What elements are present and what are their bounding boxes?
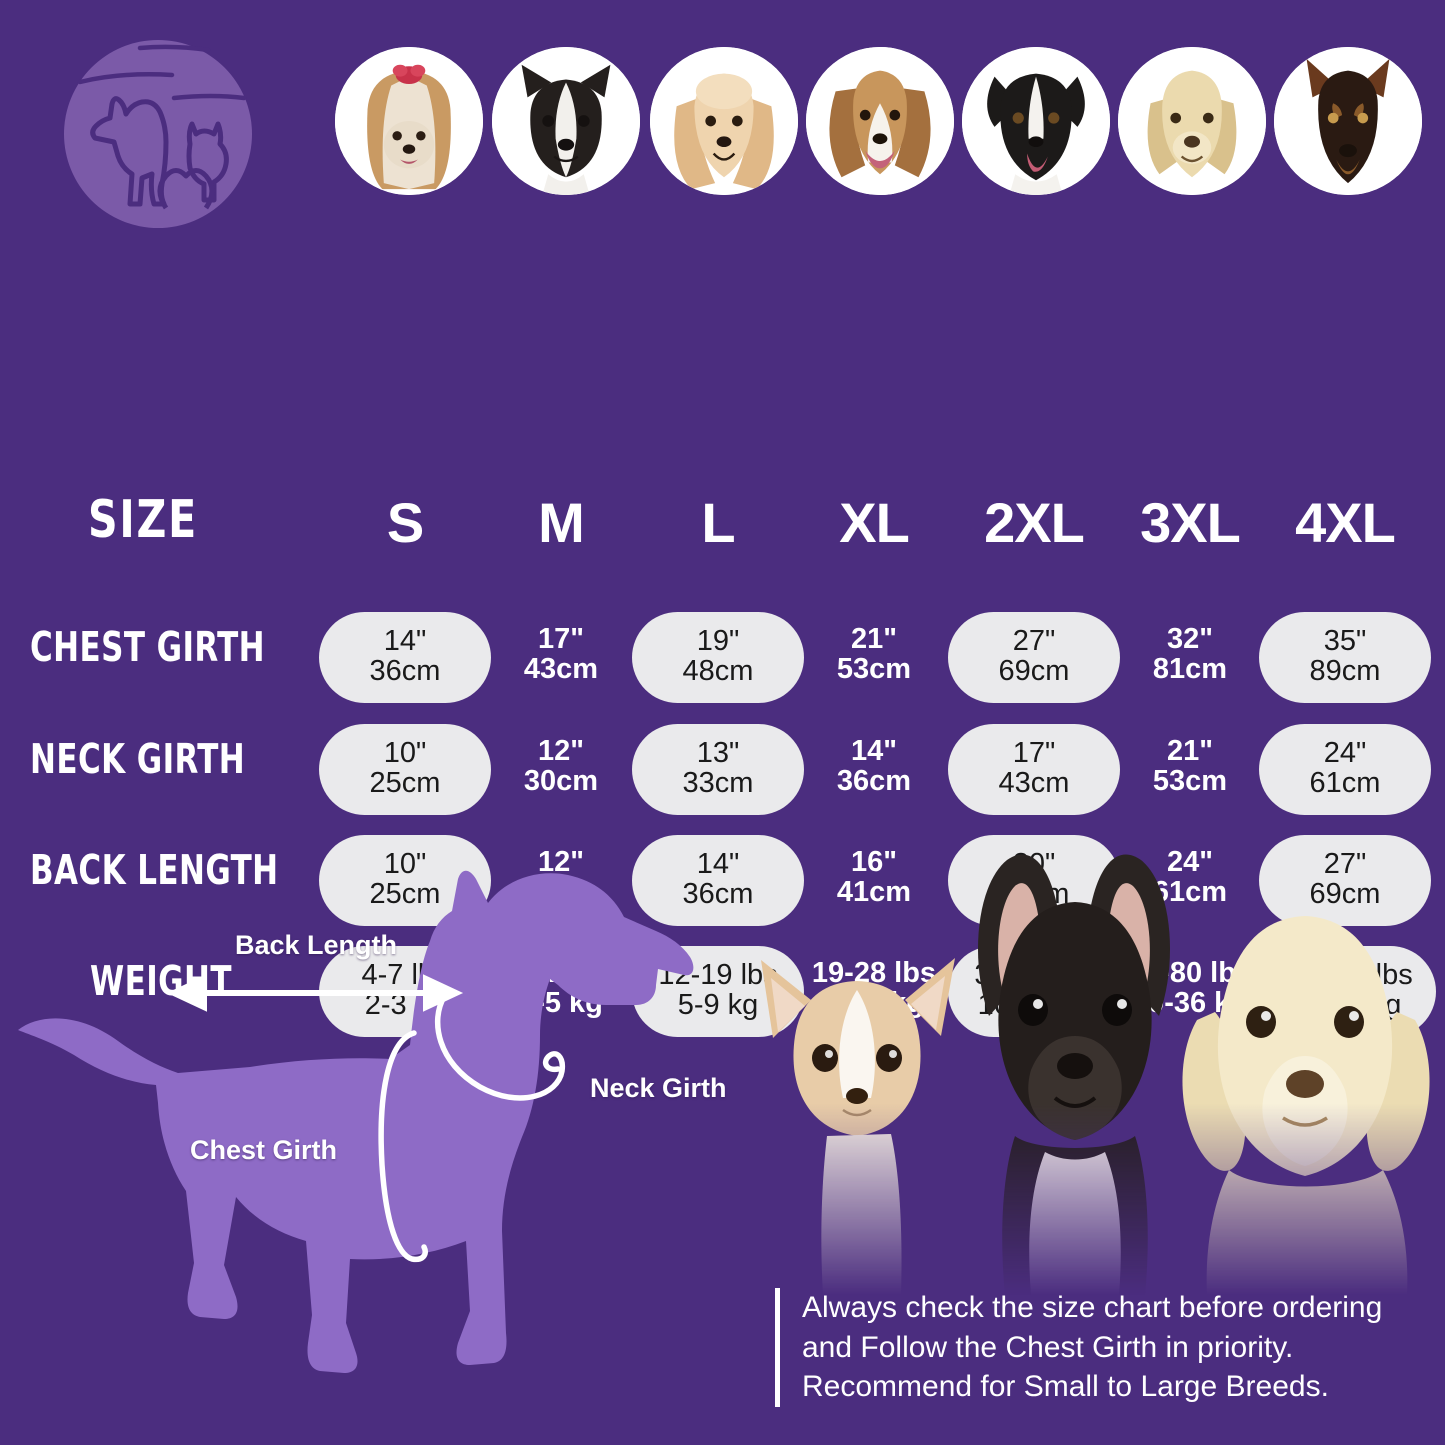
breed-circle-beagle [806, 47, 954, 195]
pet-logo [62, 38, 254, 230]
breed-circle-cocker-spaniel [650, 47, 798, 195]
size-header-label: SIZE [88, 490, 198, 550]
cell-back-l: 14" 36cm [632, 835, 804, 926]
note-line-3: Recommend for Small to Large Breeds. [802, 1370, 1329, 1404]
french-bulldog [977, 854, 1171, 1295]
neck-girth-label: Neck Girth [590, 1073, 727, 1103]
dog-measurement-diagram: Back Length Neck Girth Chest Girth [10, 845, 750, 1405]
back-length-label: Back Length [235, 930, 398, 960]
cell-neck-m: 12" 30cm [523, 735, 599, 798]
column-header-3xl: 3XL [1140, 491, 1241, 554]
cell-neck-s: 10" 25cm [319, 724, 491, 815]
column-header-2xl: 2XL [984, 491, 1085, 554]
cell-back-xl: 16" 41cm [836, 846, 912, 909]
cell-neck-2xl: 17" 43cm [948, 724, 1120, 815]
cell-neck-l: 13" 33cm [632, 724, 804, 815]
note-line-2: and Follow the Chest Girth in priority. [802, 1330, 1294, 1364]
labrador [1182, 916, 1430, 1295]
breed-circle-boston-terrier [492, 47, 640, 195]
note-line-1: Always check the size chart before order… [802, 1291, 1383, 1324]
cell-chest-3xl: 32" 81cm [1152, 623, 1228, 686]
row-label-chest-girth: CHEST GIRTH [30, 623, 266, 671]
column-header-s: S [386, 491, 424, 554]
cell-neck-4xl: 24" 61cm [1259, 724, 1431, 815]
cell-chest-l: 19" 48cm [632, 612, 804, 703]
note-block: Always check the size chart before order… [775, 1288, 1435, 1407]
cell-back-3xl: 24" 61cm [1152, 846, 1228, 909]
cell-chest-m: 17" 43cm [523, 623, 599, 686]
cell-neck-3xl: 21" 53cm [1152, 735, 1228, 798]
row-label-weight: WEIGHT [90, 957, 232, 1005]
cell-back-4xl: 27" 69cm [1259, 835, 1431, 926]
cell-chest-4xl: 35" 89cm [1259, 612, 1431, 703]
cell-chest-xl: 21" 53cm [836, 623, 912, 686]
cell-chest-s: 14" 36cm [319, 612, 491, 703]
column-header-l: L [701, 491, 735, 554]
breed-circle-doberman [1274, 47, 1422, 195]
cell-chest-2xl: 27" 69cm [948, 612, 1120, 703]
size-table: SIZE S M L XL 2XL 3XL 4XL CHEST GIRTH 14… [0, 240, 1445, 1037]
breed-circle-shih-tzu [335, 47, 483, 195]
row-label-neck-girth: NECK GIRTH [30, 735, 246, 783]
column-header-m: M [538, 491, 585, 554]
chihuahua [761, 958, 955, 1295]
breed-circle-border-collie [962, 47, 1110, 195]
breed-circle-labrador [1118, 47, 1266, 195]
row-label-back-length: BACK LENGTH [30, 846, 279, 894]
column-header-xl: XL [839, 491, 910, 554]
chest-girth-label: Chest Girth [190, 1135, 338, 1165]
column-header-4xl: 4XL [1295, 491, 1396, 554]
cell-neck-xl: 14" 36cm [836, 735, 912, 798]
photo-dogs-group [715, 840, 1445, 1295]
